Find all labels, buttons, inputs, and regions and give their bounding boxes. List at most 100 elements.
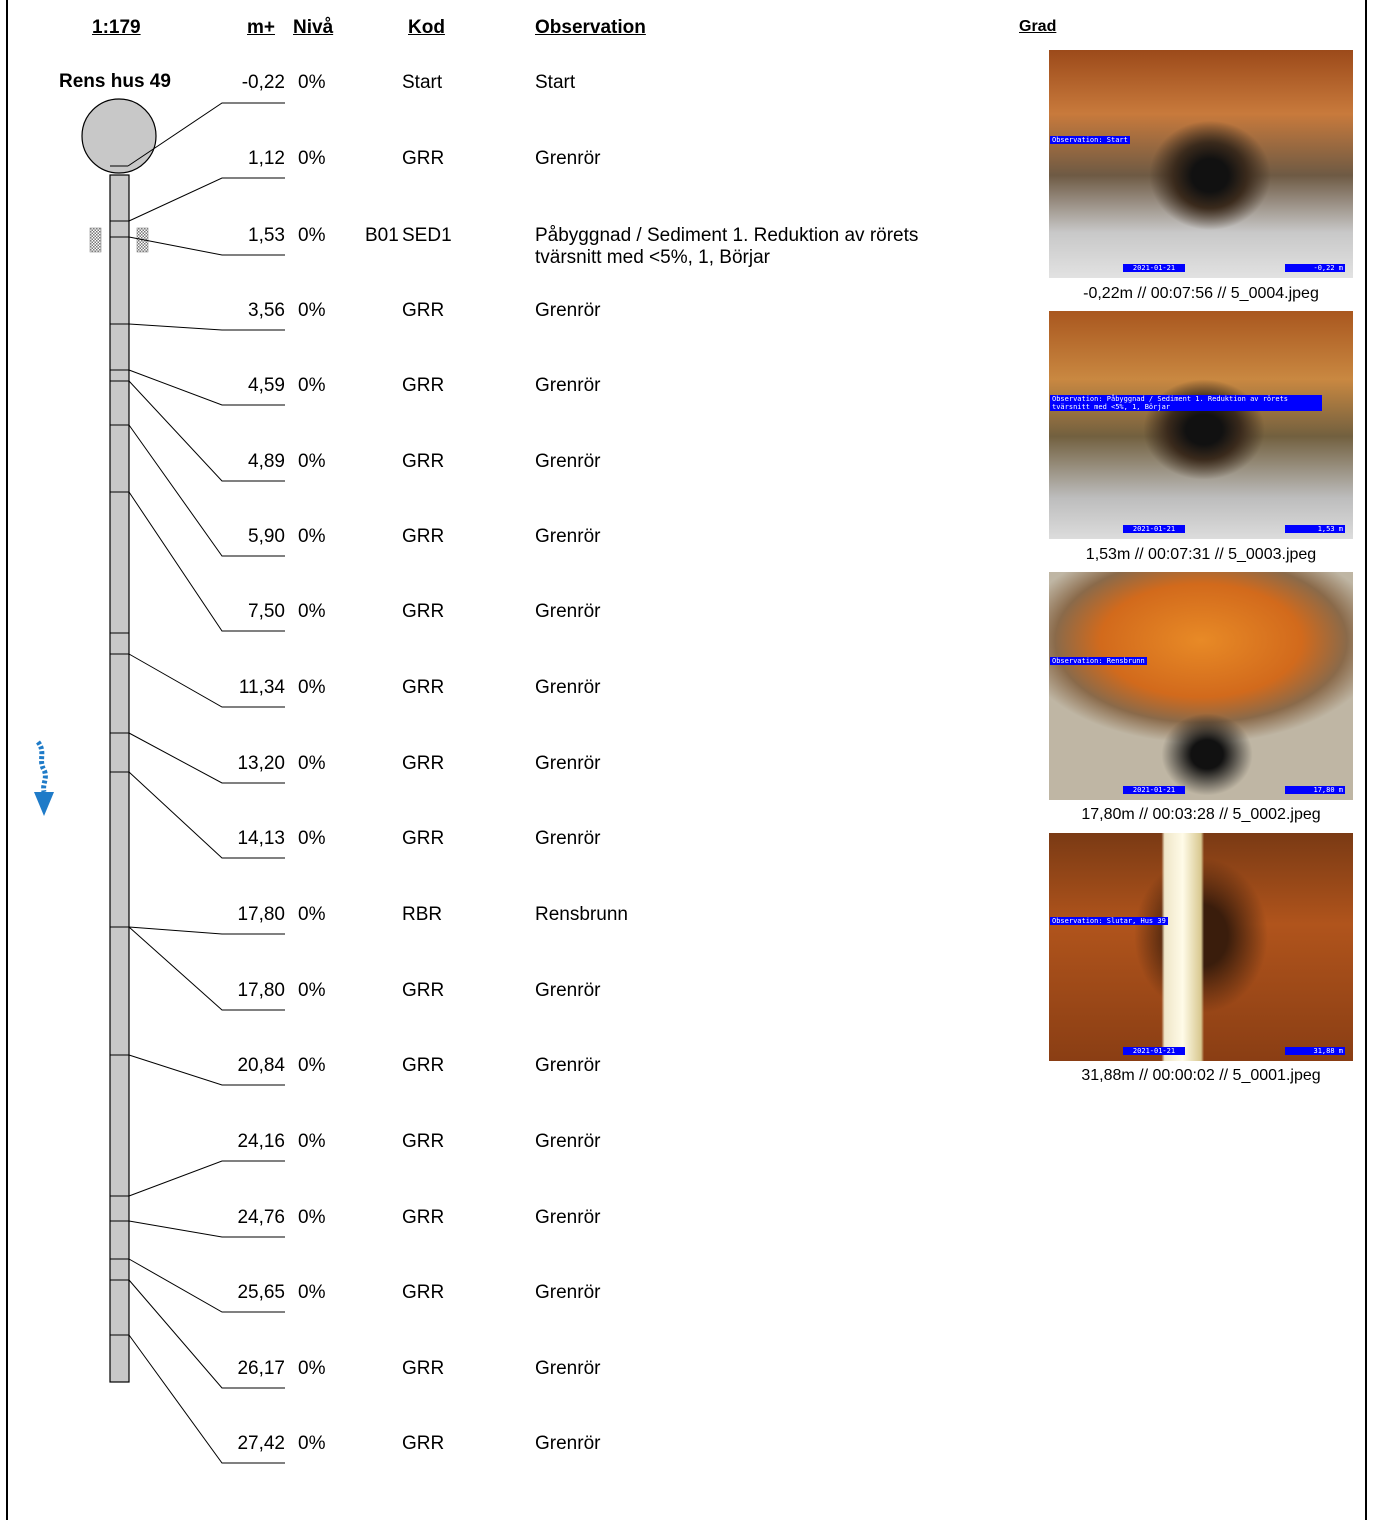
level-cell: 0% — [298, 980, 326, 1001]
distance-cell: 13,20 — [237, 753, 285, 774]
leader-line — [128, 491, 285, 632]
photo-meter: -0,22 m — [1285, 264, 1345, 272]
flow-direction-icon — [34, 740, 54, 816]
level-cell: 0% — [298, 1207, 326, 1228]
page-frame — [6, 0, 1367, 1520]
photo-meter: 31,88 m — [1285, 1047, 1345, 1055]
pipe-diagram — [34, 98, 285, 1464]
photo-caption-1: -0,22m // 00:07:56 // 5_0004.jpeg — [1083, 285, 1319, 302]
code-cell: GRR — [402, 375, 445, 396]
level-cell: 0% — [298, 375, 326, 396]
code-cell: GRR — [402, 1282, 445, 1303]
header-level: Nivå — [293, 17, 334, 38]
code-cell: SED1 — [402, 225, 452, 246]
photo-overlay-text: Observation: Påbyggnad / Sediment 1. Red… — [1050, 395, 1322, 411]
observation-cell: Påbyggnad / Sediment 1. Reduktion av rör… — [535, 225, 919, 268]
observation-cell: Grenrör — [535, 1131, 601, 1152]
level-cell: 0% — [298, 677, 326, 698]
observation-cell: Start — [535, 72, 576, 93]
leader-line — [128, 1160, 285, 1197]
header-observation: Observation — [535, 17, 646, 38]
distance-cell: 26,17 — [237, 1358, 285, 1379]
distance-cell: -0,22 — [241, 72, 285, 93]
header-distance: m+ — [247, 17, 275, 38]
code-cell: GRR — [402, 1207, 445, 1228]
distance-cell: 17,80 — [237, 980, 285, 1001]
photo-date: 2021-01-21 — [1123, 525, 1185, 533]
observation-cell: Grenrör — [535, 601, 601, 622]
observation-cell: Grenrör — [535, 1433, 601, 1454]
code-cell: GRR — [402, 1433, 445, 1454]
leader-line — [128, 1054, 285, 1086]
distance-cell: 5,90 — [248, 526, 285, 547]
inspection-photo-3: Observation: Rensbrunn 2021-01-21 17,80 … — [1049, 572, 1353, 800]
observation-cell: Grenrör — [535, 1282, 601, 1303]
code-cell: Start — [402, 72, 443, 93]
photo-date: 2021-01-21 — [1123, 1047, 1185, 1055]
station-label: Rens hus 49 — [59, 71, 171, 92]
observation-cell: Grenrör — [535, 828, 601, 849]
code-cell: GRR — [402, 1131, 445, 1152]
distance-cell: 4,59 — [248, 375, 285, 396]
sediment-marker-left — [89, 227, 102, 253]
leader-line — [128, 424, 285, 557]
distance-cell: 1,53 — [248, 225, 285, 246]
header-scale: 1:179 — [92, 17, 141, 38]
level-cell: 0% — [298, 1282, 326, 1303]
observation-cell: Grenrör — [535, 1207, 601, 1228]
observation-cell: Grenrör — [535, 300, 601, 321]
observation-cell: Grenrör — [535, 980, 601, 1001]
distance-cell: 27,42 — [237, 1433, 285, 1454]
level-cell: 0% — [298, 526, 326, 547]
photo-caption-2: 1,53m // 00:07:31 // 5_0003.jpeg — [1085, 546, 1317, 563]
observation-cell: Grenrör — [535, 375, 601, 396]
distance-cell: 14,13 — [237, 828, 285, 849]
level-cell: 0% — [298, 451, 326, 472]
code-cell: GRR — [402, 753, 445, 774]
level-cell: 0% — [298, 904, 326, 925]
leader-line — [128, 926, 285, 935]
leader-line — [128, 771, 285, 859]
distance-cell: 20,84 — [237, 1055, 285, 1076]
photo-overlay-text: Observation: Slutar, Hus 39 — [1050, 917, 1168, 925]
photo-overlay-text: Observation: Start — [1050, 136, 1130, 144]
photo-date: 2021-01-21 — [1123, 786, 1185, 794]
level-cell: 0% — [298, 300, 326, 321]
level-cell: 0% — [298, 1131, 326, 1152]
level-cell: 0% — [298, 225, 326, 246]
photo-meter: 17,80 m — [1285, 786, 1345, 794]
observation-cell: Grenrör — [535, 677, 601, 698]
leader-line — [128, 1220, 285, 1238]
distance-cell: 24,76 — [237, 1207, 285, 1228]
photo-date: 2021-01-21 — [1123, 264, 1185, 272]
leader-line — [128, 1258, 285, 1313]
leader-line — [128, 732, 285, 784]
inspection-photo-2: Observation: Påbyggnad / Sediment 1. Red… — [1049, 311, 1353, 539]
code-cell: GRR — [402, 451, 445, 472]
leader-line — [128, 1279, 285, 1389]
leader-line — [128, 653, 285, 708]
code-cell: RBR — [402, 904, 443, 925]
pipe-body — [109, 174, 130, 1383]
photo-meter: 1,53 m — [1285, 525, 1345, 533]
leader-line — [128, 380, 285, 482]
leader-line — [127, 102, 285, 167]
code-cell: GRR — [402, 1055, 445, 1076]
leader-line — [128, 323, 285, 331]
leader-line — [128, 177, 285, 222]
code-cell: GRR — [402, 1358, 445, 1379]
photo-overlay-text: Observation: Rensbrunn — [1050, 657, 1147, 665]
photo-caption-4: 31,88m // 00:00:02 // 5_0001.jpeg — [1081, 1067, 1321, 1084]
photo-caption-3: 17,80m // 00:03:28 // 5_0002.jpeg — [1081, 806, 1321, 823]
distance-cell: 4,89 — [248, 451, 285, 472]
inspection-photo-4: Observation: Slutar, Hus 39 2021-01-21 3… — [1049, 833, 1353, 1061]
inspection-photo-1: Observation: Start 2021-01-21 -0,22 m — [1049, 50, 1353, 278]
manhole-symbol — [81, 98, 157, 174]
code-cell: GRR — [402, 300, 445, 321]
leader-line — [128, 926, 285, 1011]
level-cell: 0% — [298, 753, 326, 774]
observation-cell: Grenrör — [535, 451, 601, 472]
level-cell: 0% — [298, 72, 326, 93]
leader-line — [128, 1334, 285, 1464]
distance-cell: 24,16 — [237, 1131, 285, 1152]
